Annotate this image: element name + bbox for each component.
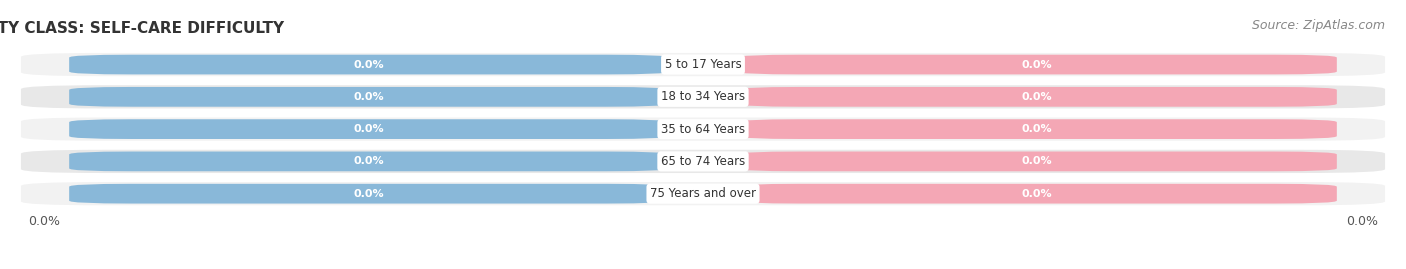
FancyBboxPatch shape [69, 184, 669, 204]
FancyBboxPatch shape [738, 119, 1337, 139]
FancyBboxPatch shape [69, 119, 669, 139]
Text: 75 Years and over: 75 Years and over [650, 187, 756, 200]
Text: 0.0%: 0.0% [353, 189, 384, 199]
FancyBboxPatch shape [738, 55, 1337, 75]
Text: Source: ZipAtlas.com: Source: ZipAtlas.com [1251, 19, 1385, 32]
Text: 0.0%: 0.0% [28, 215, 60, 228]
FancyBboxPatch shape [69, 87, 669, 107]
FancyBboxPatch shape [738, 151, 1337, 171]
Text: 65 to 74 Years: 65 to 74 Years [661, 155, 745, 168]
FancyBboxPatch shape [69, 55, 669, 75]
Text: 5 to 17 Years: 5 to 17 Years [665, 58, 741, 71]
Text: 0.0%: 0.0% [353, 59, 384, 70]
Text: 0.0%: 0.0% [353, 92, 384, 102]
Text: 0.0%: 0.0% [1022, 124, 1053, 134]
FancyBboxPatch shape [21, 53, 1385, 76]
Text: 0.0%: 0.0% [353, 156, 384, 167]
FancyBboxPatch shape [738, 184, 1337, 204]
Text: 35 to 64 Years: 35 to 64 Years [661, 123, 745, 136]
Text: 0.0%: 0.0% [353, 124, 384, 134]
FancyBboxPatch shape [69, 151, 669, 171]
Text: 0.0%: 0.0% [1022, 156, 1053, 167]
Text: 0.0%: 0.0% [1022, 59, 1053, 70]
FancyBboxPatch shape [21, 182, 1385, 205]
Text: 18 to 34 Years: 18 to 34 Years [661, 90, 745, 103]
Text: 0.0%: 0.0% [1022, 92, 1053, 102]
FancyBboxPatch shape [21, 118, 1385, 141]
Text: DISABILITY CLASS: SELF-CARE DIFFICULTY: DISABILITY CLASS: SELF-CARE DIFFICULTY [0, 20, 284, 36]
FancyBboxPatch shape [21, 150, 1385, 173]
FancyBboxPatch shape [21, 85, 1385, 108]
FancyBboxPatch shape [738, 87, 1337, 107]
Text: 0.0%: 0.0% [1022, 189, 1053, 199]
Text: 0.0%: 0.0% [1346, 215, 1378, 228]
